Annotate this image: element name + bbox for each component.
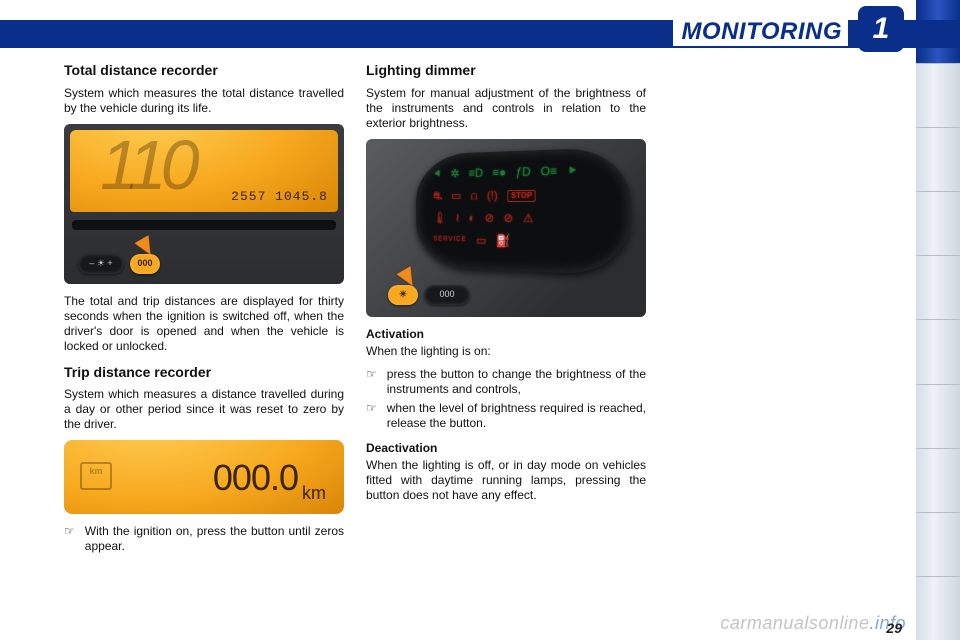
bullet-text: press the button to change the brightnes… — [387, 367, 646, 397]
para-activation-intro: When the lighting is on: — [366, 344, 646, 359]
figure-warning-panel: ⯇ ✲ ≡D ≡● ƒD O≡ ⯈ ⛐ ▭ ⩍ (!) STOP — [366, 139, 646, 317]
para-total-distance: System which measures the total distance… — [64, 86, 344, 116]
brightness-button[interactable]: – ☀ + — [78, 254, 124, 274]
heading-lighting-dimmer: Lighting dimmer — [366, 62, 646, 80]
warning-row-red-2: 🌡 ≀ ◐ ⊘ ⊘ ⚠ — [433, 211, 608, 227]
fog-rear-icon: O≡ — [541, 163, 558, 179]
subheading-activation: Activation — [366, 327, 646, 342]
bullet-icon: ☞ — [366, 401, 377, 431]
odometer-values: 2557 1045.8 — [231, 189, 328, 205]
chapter-number: 1 — [873, 12, 890, 46]
bullet-trip-reset: ☞ With the ignition on, press the but­to… — [64, 524, 344, 554]
fuel-icon: ⛽ — [496, 233, 510, 248]
lamp-icon: ✲ — [450, 166, 459, 181]
oil-icon: 🌡 — [433, 211, 446, 225]
seatbelt-icon: ⛐ — [433, 189, 442, 203]
high-beam-icon: ≡● — [492, 165, 506, 180]
side-tab[interactable] — [916, 64, 960, 128]
para-trip-distance: System which measures a distance travell… — [64, 387, 344, 432]
indicator-right-icon: ⯈ — [567, 163, 577, 179]
bullet-activation-1: ☞ press the button to change the brightn… — [366, 367, 646, 397]
column-spacer — [668, 62, 900, 628]
trip-km-icon: km — [80, 462, 112, 490]
trip-reset-button[interactable]: 000 — [130, 254, 160, 274]
trip-reset-button[interactable]: 000 — [424, 285, 470, 305]
stop-warning-icon: STOP — [507, 189, 536, 201]
indicator-left-icon: ⯇ — [433, 167, 441, 181]
manual-page: MONITORING 1 Total distance recorder Sys… — [0, 0, 960, 640]
para-total-distance-2: The total and trip distances are dis­pla… — [64, 294, 344, 354]
door-open-icon: ⩍ — [470, 188, 477, 203]
trip-unit: km — [302, 482, 326, 515]
warning-row-green: ⯇ ✲ ≡D ≡● ƒD O≡ ⯈ — [433, 162, 608, 181]
side-tab[interactable] — [916, 320, 960, 384]
engine-icon: ▭ — [476, 233, 487, 248]
bullet-activation-2: ☞ when the level of brightness required … — [366, 401, 646, 431]
bullet-trip-text: With the ignition on, press the but­ton … — [85, 524, 344, 554]
watermark-a: carmanualsonline — [720, 613, 869, 633]
section-title: MONITORING — [673, 18, 848, 46]
side-tab[interactable] — [916, 192, 960, 256]
odometer-speed: 110 — [100, 130, 194, 210]
warning-row-red-3: SERVICE ▭ ⛽ — [433, 232, 608, 250]
subheading-deactivation: Deactivation — [366, 441, 646, 456]
fog-front-icon: ƒD — [516, 164, 531, 179]
heading-total-distance: Total distance recorder — [64, 62, 344, 80]
side-tab-strip — [916, 0, 960, 640]
figure-trip-display: km 000.0 km — [64, 440, 344, 514]
side-tab[interactable] — [916, 385, 960, 449]
watermark: carmanualsonline.info — [720, 613, 906, 634]
brake-icon: (!) — [487, 188, 498, 203]
para-lighting-dimmer: System for manual adjustment of the brig… — [366, 86, 646, 131]
trip-value: 000.0 — [213, 455, 298, 500]
esp-icon: ⊘ — [504, 211, 514, 226]
para-deactivation: When the lighting is off, or in day mode… — [366, 458, 646, 503]
column-left: Total distance recorder System which mea… — [64, 62, 344, 628]
side-tab[interactable] — [916, 577, 960, 640]
bullet-icon: ☞ — [366, 367, 377, 397]
side-tab[interactable] — [916, 513, 960, 577]
airbag-icon: ◐ — [469, 211, 476, 226]
abs-icon: ⊘ — [485, 211, 494, 226]
side-tab[interactable] — [916, 256, 960, 320]
coolant-icon: ≀ — [456, 211, 460, 225]
brightness-button[interactable]: ☀ — [388, 285, 418, 305]
dimmer-button-row: ☀ 000 — [388, 285, 470, 305]
bullet-icon: ☞ — [64, 524, 75, 554]
heading-trip-distance: Trip distance recorder — [64, 364, 344, 382]
content-columns: Total distance recorder System which mea… — [64, 62, 900, 628]
figure-odometer: 110 2557 1045.8 – ☀ + 000 — [64, 124, 344, 284]
bullet-text: when the level of brightness required is… — [387, 401, 646, 431]
dash-slot — [72, 220, 336, 230]
page-number: 29 — [886, 620, 902, 636]
warning-lamp-panel: ⯇ ✲ ≡D ≡● ƒD O≡ ⯈ ⛐ ▭ ⩍ (!) STOP — [416, 146, 630, 275]
battery-icon: ▭ — [451, 188, 461, 203]
odometer-lcd: 110 2557 1045.8 — [70, 130, 338, 212]
side-tab[interactable] — [916, 449, 960, 513]
warning-row-red-1: ⛐ ▭ ⩍ (!) STOP — [433, 186, 608, 203]
side-tab[interactable] — [916, 128, 960, 192]
dimmer-button-row: – ☀ + 000 — [78, 254, 160, 274]
chapter-badge: 1 — [858, 6, 904, 52]
service-label: SERVICE — [433, 235, 467, 244]
low-beam-icon: ≡D — [469, 165, 483, 180]
warning-triangle-icon: ⚠ — [523, 211, 534, 226]
column-right: Lighting dimmer System for manual adjust… — [366, 62, 646, 628]
